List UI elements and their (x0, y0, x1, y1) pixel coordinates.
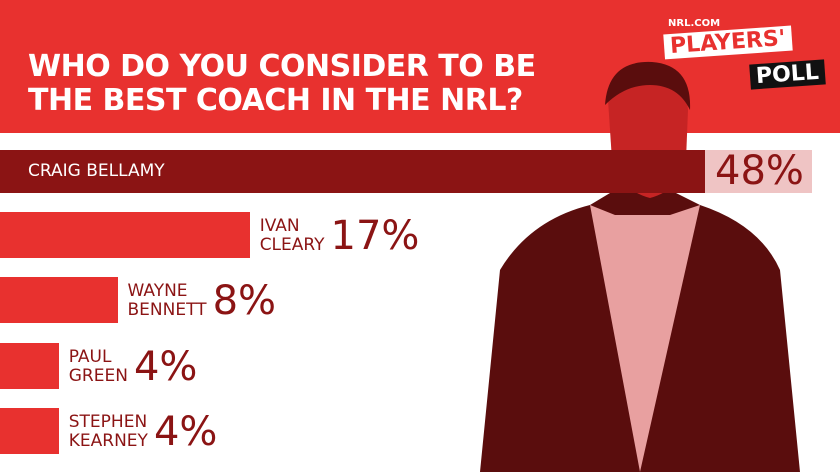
logo-site: NRL.COM (668, 18, 721, 29)
bar (0, 342, 59, 389)
bar-label: STEPHEN KEARNEY (68, 411, 148, 451)
value-label: 8% (212, 278, 277, 325)
bar-label: WAYNE BENNETT (127, 281, 207, 321)
header (0, 0, 840, 133)
bar (0, 277, 118, 324)
bar (0, 407, 59, 454)
bar-label: CRAIG BELLAMY (28, 161, 165, 181)
chart-title: WHO DO YOU CONSIDER TO BE THE BEST COACH… (28, 49, 536, 118)
bar (0, 212, 250, 258)
value-label: 4% (153, 408, 218, 455)
logo-text: POLL (749, 59, 826, 90)
value-label: 17% (330, 213, 420, 259)
bar (0, 150, 705, 193)
bar-label: PAUL GREEN (68, 346, 128, 386)
value-label: 4% (133, 343, 198, 390)
value-label: 48% (715, 148, 804, 194)
value-box (705, 150, 812, 193)
bar-label: IVAN CLEARY (259, 216, 325, 255)
coach-photo (480, 61, 800, 472)
